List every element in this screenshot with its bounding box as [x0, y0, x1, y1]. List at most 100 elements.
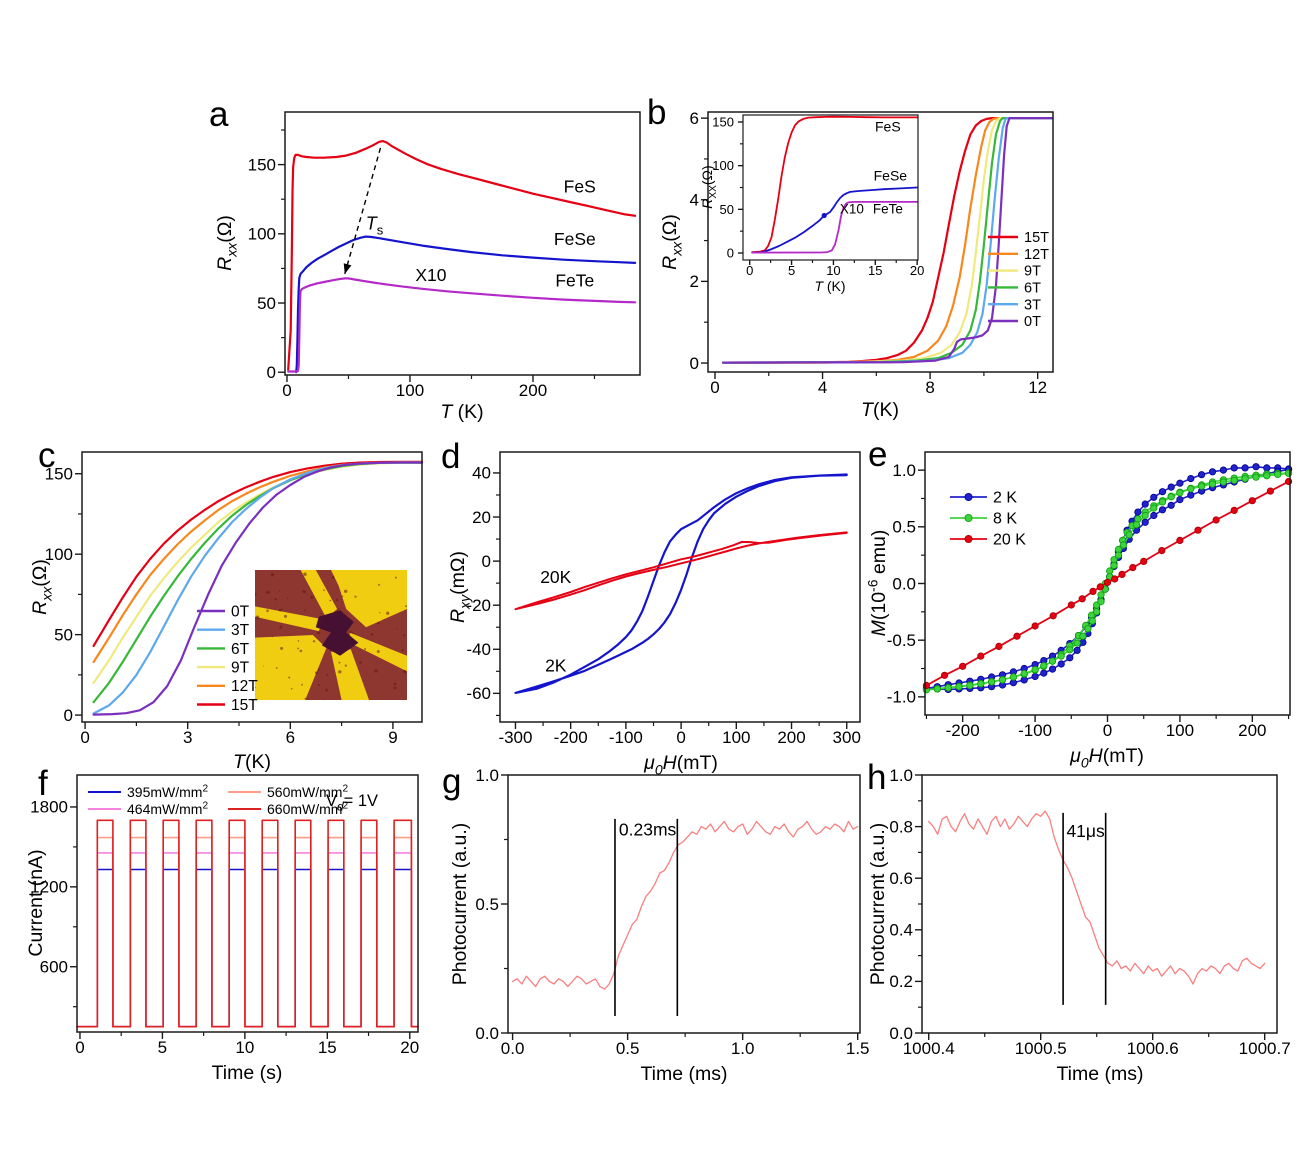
series-8K-M-marker	[1084, 625, 1092, 633]
series-8K-M-marker	[1066, 646, 1074, 654]
series-FeSe-inset-data-point	[821, 212, 827, 219]
series-560mW	[76, 836, 419, 1028]
legend-label: 9T	[1024, 264, 1041, 280]
speckle	[393, 682, 397, 686]
speckle	[393, 686, 397, 690]
legend-label: 3T	[231, 622, 250, 639]
y-tick-label: 100	[712, 158, 734, 173]
panel-letter-c: c	[38, 436, 56, 475]
x-tick-label: 1000.5	[1015, 1039, 1067, 1058]
speckle	[323, 589, 325, 592]
speckle	[396, 628, 398, 630]
series-2K-M-marker	[1187, 474, 1195, 483]
speckle	[297, 647, 299, 650]
x-tick-label: 12	[1028, 378, 1047, 397]
speckle	[299, 649, 303, 653]
series-15T-c	[92, 460, 424, 647]
series-20K-M-marker	[1266, 487, 1275, 495]
series-8K-M-marker	[1073, 639, 1081, 647]
speckle	[403, 634, 406, 637]
axes-frame	[81, 451, 423, 723]
x-tick-label: 0	[75, 1038, 84, 1057]
x-tick-label: 0	[710, 378, 719, 397]
gold-electrode	[255, 606, 324, 632]
y-tick-label: 20	[472, 508, 491, 527]
speckle	[352, 632, 354, 634]
y-tick-label: 50	[257, 294, 276, 313]
series-2K-M-marker	[1208, 468, 1217, 476]
y-axis-label: Rxx(Ω)	[214, 215, 239, 271]
speckle	[255, 592, 257, 596]
y-tick-label: 0	[482, 552, 491, 571]
series-8K-M-marker	[1285, 469, 1293, 477]
y-tick-label: 4	[690, 191, 699, 210]
series-FeSe	[295, 235, 637, 374]
x-tick-label: 0	[80, 728, 89, 747]
series-20K-M-marker	[1013, 632, 1021, 640]
annotation: FeTe	[873, 202, 903, 217]
annotation: 2K	[545, 655, 567, 675]
x-tick-label: 20	[400, 1038, 419, 1057]
series-8K-M-marker	[1187, 485, 1195, 493]
series-2K-M-marker	[1158, 488, 1167, 496]
y-tick-label: 1800	[30, 798, 68, 817]
series-2K-M-marker	[1219, 466, 1228, 474]
speckle	[370, 657, 372, 659]
y-tick-label: 50	[720, 202, 734, 217]
annotation: FeS	[875, 119, 901, 135]
series-8K-M-marker	[1009, 673, 1018, 681]
x-tick-label: -200	[946, 721, 980, 740]
speckle	[274, 598, 277, 601]
y-tick-label: 40	[472, 464, 491, 483]
legend-label: 12T	[231, 678, 258, 695]
series-2K-M-marker	[1263, 464, 1271, 472]
x-axis-label: Time (ms)	[1056, 1063, 1143, 1085]
x-tick-label: 5	[158, 1038, 167, 1057]
speckle	[290, 687, 293, 690]
x-tick-label: 1.5	[846, 1039, 870, 1058]
series-20K-M-marker	[1129, 563, 1137, 572]
speckle	[280, 646, 284, 650]
series-8K-M-marker	[1141, 511, 1149, 520]
speckle	[286, 597, 289, 599]
speckle	[359, 661, 362, 664]
x-tick-label: 100	[722, 728, 750, 747]
y-axis-label: Photocurrent (a.u.)	[449, 823, 471, 986]
series-2K-M-marker	[1141, 500, 1149, 508]
y-tick-label: 0	[267, 363, 276, 382]
series-20K-M-marker	[977, 652, 985, 660]
series-9T	[722, 117, 1054, 364]
annotation: 20K	[540, 567, 571, 587]
legend-label: 15T	[231, 697, 258, 714]
speckle	[329, 599, 332, 602]
series-20K-M-marker	[959, 662, 967, 670]
annotation: X10	[415, 265, 446, 285]
y-tick-label: -0.5	[887, 631, 916, 650]
speckle	[338, 661, 341, 664]
y-axis-label: RXX(Ω)	[699, 165, 719, 208]
x-axis-label: T (K)	[440, 401, 483, 423]
series-8K-M-marker	[1040, 662, 1048, 670]
x-tick-label: 9	[388, 728, 397, 747]
series-2K-M-marker	[1176, 479, 1184, 487]
x-tick-label: 200	[519, 381, 547, 400]
x-tick-label: -100	[1018, 721, 1052, 740]
legend-label: 0T	[231, 603, 250, 620]
x-tick-label: 20	[910, 263, 924, 278]
series-8K-M-marker	[1219, 478, 1228, 486]
x-axis-label: T (K)	[814, 278, 845, 294]
x-tick-label: 1000.4	[903, 1039, 955, 1058]
series-20K-M-marker	[1089, 587, 1097, 596]
series-0T-c	[92, 461, 424, 716]
axes-frame	[921, 774, 1278, 1034]
series-8K-M-marker	[1119, 541, 1128, 549]
speckle	[304, 697, 307, 700]
speckle	[344, 664, 347, 667]
x-tick-label: 200	[1238, 721, 1266, 740]
series-2K-M-marker	[1040, 669, 1048, 677]
series-8K-M-marker	[1093, 608, 1101, 616]
y-tick-label: -20	[466, 596, 491, 615]
y-tick-label: 150	[712, 114, 734, 129]
